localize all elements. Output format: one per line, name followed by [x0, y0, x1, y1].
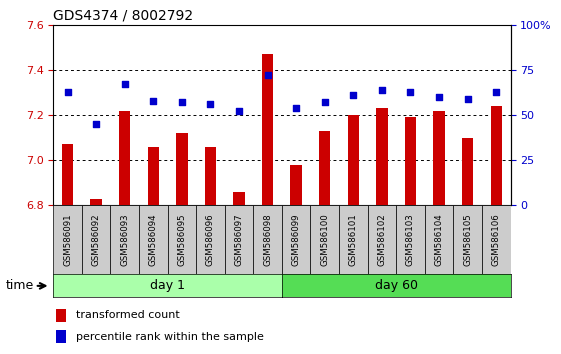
Text: GSM586092: GSM586092 — [91, 213, 100, 266]
Point — [378, 87, 387, 93]
Bar — [376, 108, 388, 205]
Bar — [490, 106, 502, 205]
Bar — [319, 131, 330, 205]
Bar — [405, 117, 416, 205]
Bar — [262, 54, 273, 205]
Bar — [482, 205, 511, 274]
Bar — [205, 147, 216, 205]
Bar — [425, 205, 453, 274]
Text: GSM586098: GSM586098 — [263, 213, 272, 266]
Text: GSM586105: GSM586105 — [463, 213, 472, 266]
Point — [463, 96, 472, 102]
Bar — [53, 205, 82, 274]
Text: GSM586106: GSM586106 — [492, 213, 501, 266]
Bar — [148, 147, 159, 205]
Text: time: time — [6, 279, 34, 292]
Bar — [196, 205, 225, 274]
Text: day 1: day 1 — [150, 279, 185, 292]
Point — [149, 98, 158, 103]
Text: percentile rank within the sample: percentile rank within the sample — [76, 332, 264, 342]
Text: GSM586097: GSM586097 — [234, 213, 243, 266]
Text: GSM586099: GSM586099 — [292, 213, 301, 266]
Text: GSM586093: GSM586093 — [120, 213, 129, 266]
Bar — [462, 138, 473, 205]
Bar — [453, 205, 482, 274]
Point — [120, 81, 129, 87]
Bar — [433, 110, 445, 205]
Point — [406, 89, 415, 95]
Text: GSM586104: GSM586104 — [435, 213, 444, 266]
Point — [349, 92, 358, 98]
Bar — [139, 205, 168, 274]
Text: GSM586102: GSM586102 — [378, 213, 387, 266]
Point — [320, 99, 329, 105]
Bar — [90, 199, 102, 205]
Text: GSM586094: GSM586094 — [149, 213, 158, 266]
Bar — [396, 205, 425, 274]
Bar — [225, 205, 254, 274]
Bar — [254, 205, 282, 274]
Point — [292, 105, 301, 111]
Point — [234, 109, 243, 114]
Text: GSM586103: GSM586103 — [406, 213, 415, 266]
Text: transformed count: transformed count — [76, 310, 180, 320]
Bar — [310, 205, 339, 274]
Bar — [348, 115, 359, 205]
Bar — [282, 205, 310, 274]
Text: GSM586101: GSM586101 — [349, 213, 358, 266]
Text: GSM586096: GSM586096 — [206, 213, 215, 266]
Text: GSM586091: GSM586091 — [63, 213, 72, 266]
Point — [206, 101, 215, 107]
Point — [492, 89, 501, 95]
Point — [263, 73, 272, 78]
Text: GDS4374 / 8002792: GDS4374 / 8002792 — [53, 9, 194, 23]
Point — [177, 99, 186, 105]
Bar — [176, 133, 187, 205]
Text: GSM586095: GSM586095 — [177, 213, 186, 266]
Bar — [111, 205, 139, 274]
Bar — [82, 205, 111, 274]
Point — [91, 121, 100, 127]
Bar — [291, 165, 302, 205]
Bar — [367, 205, 396, 274]
Bar — [339, 205, 367, 274]
Point — [435, 94, 444, 100]
Point — [63, 89, 72, 95]
Text: GSM586100: GSM586100 — [320, 213, 329, 266]
Bar — [168, 205, 196, 274]
Bar — [119, 110, 131, 205]
Text: day 60: day 60 — [375, 279, 418, 292]
Bar — [233, 192, 245, 205]
Bar — [62, 144, 73, 205]
